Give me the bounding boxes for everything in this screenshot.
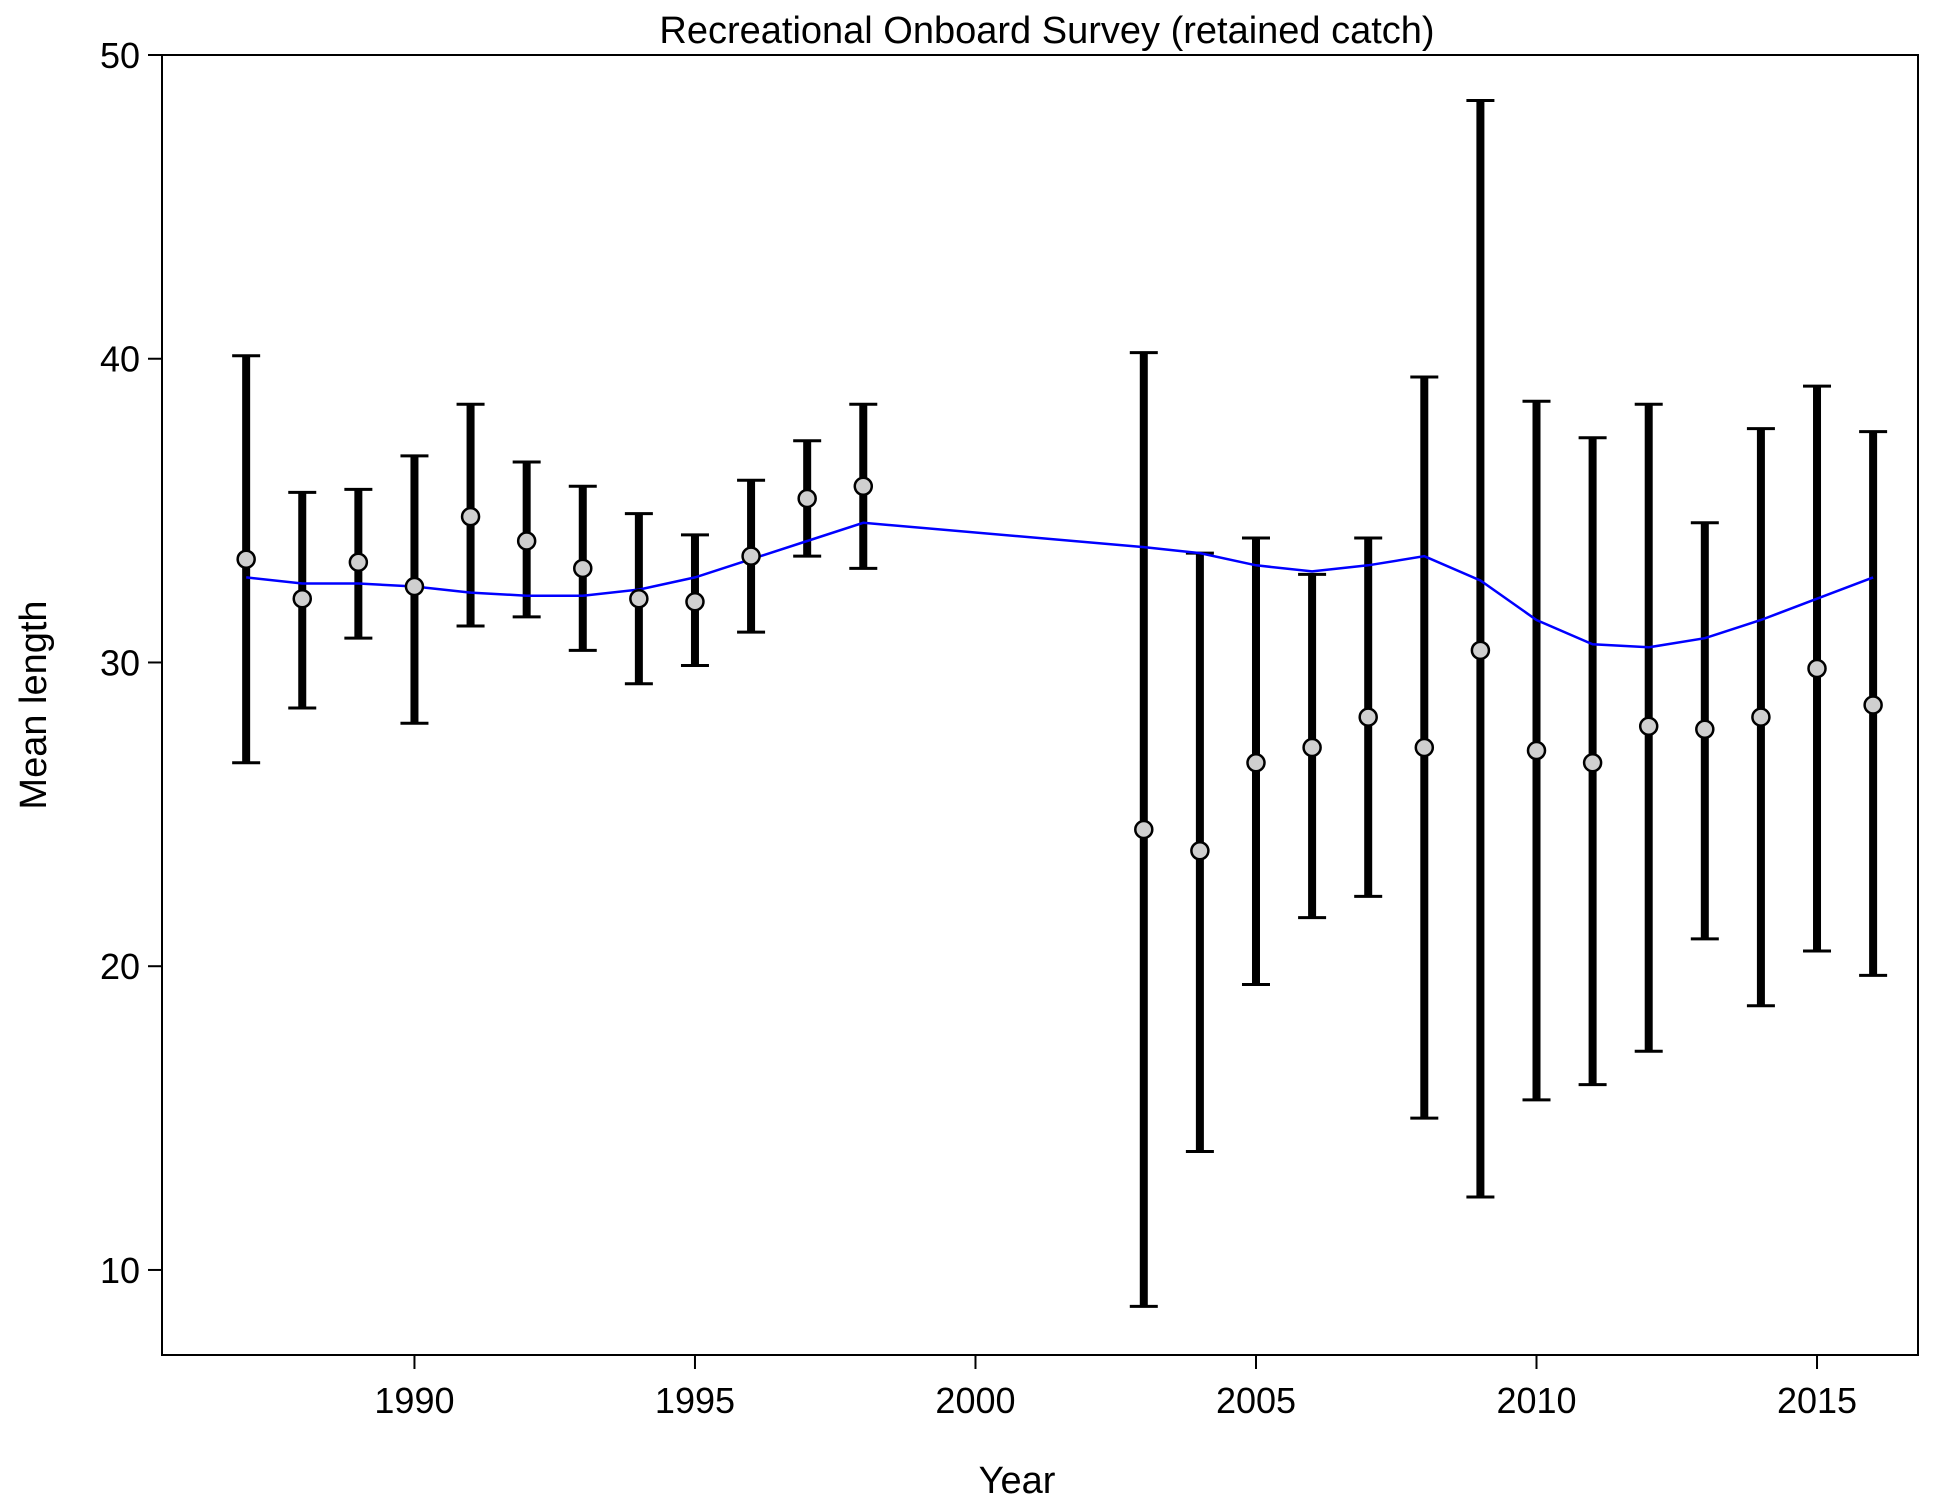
chart-title: Recreational Onboard Survey (retained ca… [659, 10, 1434, 52]
x-tick-label: 2005 [1216, 1380, 1296, 1421]
observed-point [1751, 707, 1771, 727]
observed-point [741, 546, 761, 566]
observed-point [797, 488, 817, 509]
observed-point [573, 558, 593, 579]
x-axis: 1990 1995 2000 2005 2010 2015 [374, 1355, 1857, 1421]
observed-point [853, 476, 874, 497]
x-tick-label: 2000 [935, 1380, 1015, 1421]
observed-point [516, 531, 537, 551]
observed-point [1358, 707, 1378, 727]
x-axis-title: Year [979, 1460, 1056, 1500]
observed-points [236, 476, 1883, 861]
observed-point [348, 552, 369, 572]
x-tick-label: 2010 [1496, 1380, 1576, 1421]
observed-point [460, 506, 481, 527]
observed-point [236, 549, 256, 569]
observed-point [1807, 658, 1827, 679]
x-tick-label: 2015 [1777, 1380, 1857, 1421]
y-axis: 10 20 30 40 50 [100, 35, 162, 1291]
expected-line [246, 521, 1874, 649]
observed-point [1582, 752, 1603, 773]
y-tick-label: 50 [100, 35, 140, 76]
observed-point [685, 591, 705, 612]
observed-point [1134, 819, 1154, 840]
x-tick-label: 1995 [655, 1380, 735, 1421]
y-tick-label: 20 [100, 946, 140, 987]
observed-point [1414, 737, 1435, 758]
y-tick-label: 40 [100, 339, 140, 380]
observed-point [404, 576, 425, 597]
observed-point [1526, 740, 1547, 761]
observed-point [1638, 716, 1659, 737]
observed-point [1470, 640, 1491, 661]
y-tick-label: 30 [100, 642, 140, 683]
observed-point [1246, 752, 1266, 773]
y-tick-label: 10 [100, 1250, 140, 1291]
observed-point [629, 588, 649, 609]
plot-area-frame [161, 54, 1919, 1356]
observed-point [1695, 719, 1715, 740]
observed-point [1863, 695, 1883, 715]
observed-point [1190, 841, 1210, 861]
observed-point [292, 588, 313, 609]
observed-point [1302, 737, 1322, 758]
y-axis-title: Mean length [13, 600, 55, 809]
x-tick-label: 1990 [374, 1380, 454, 1421]
error-bars [232, 99, 1888, 1308]
